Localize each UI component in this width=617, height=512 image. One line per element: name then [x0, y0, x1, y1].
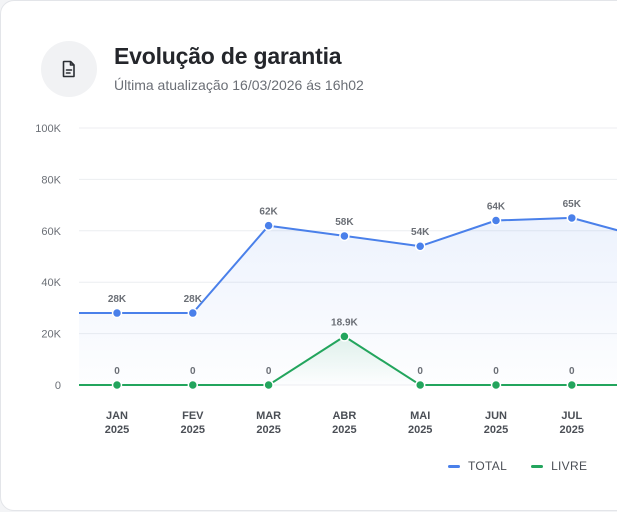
data-label-total: 62K	[259, 207, 278, 218]
legend-label-total: TOTAL	[468, 459, 508, 473]
data-label-livre: 18.9K	[331, 317, 358, 328]
x-tick-year: 2025	[484, 424, 508, 436]
x-tick-year: 2025	[332, 424, 356, 436]
y-tick-label: 0	[55, 380, 61, 392]
data-label-total: 28K	[108, 294, 127, 305]
legend-swatch-total	[448, 464, 460, 468]
y-tick-label: 60K	[41, 226, 61, 238]
y-tick-label: 20K	[41, 329, 61, 341]
data-point-livre	[566, 379, 578, 391]
legend-label-livre: LIVRE	[551, 459, 588, 473]
data-point-livre	[339, 331, 350, 342]
legend-swatch-livre	[531, 464, 544, 468]
data-point-livre	[414, 379, 426, 391]
data-label-livre: 0	[266, 366, 272, 377]
x-tick-month: ABR	[332, 410, 356, 422]
x-tick-month: FEV	[182, 410, 204, 422]
x-tick-month: MAR	[256, 410, 281, 422]
data-point-total	[339, 230, 350, 242]
data-label-livre: 0	[417, 366, 423, 377]
data-label-total: 54K	[411, 227, 430, 238]
x-tick-month: JUL	[561, 410, 582, 422]
data-point-total	[111, 307, 123, 319]
chart-legend: TOTAL LIVRE	[448, 459, 587, 473]
data-point-total	[566, 212, 578, 224]
data-point-total	[263, 220, 274, 231]
document-icon	[62, 60, 75, 78]
data-point-livre	[111, 379, 123, 391]
data-label-total: 28K	[184, 294, 203, 305]
data-point-livre	[187, 379, 199, 391]
series-area-total	[79, 217, 617, 385]
x-tick-year: 2025	[181, 424, 205, 436]
data-point-total	[490, 215, 502, 226]
y-tick-label: 80K	[41, 174, 61, 186]
x-tick-year: 2025	[560, 424, 584, 436]
data-label-livre: 0	[493, 366, 499, 377]
y-tick-label: 40K	[41, 277, 61, 289]
data-point-livre	[263, 379, 274, 391]
data-label-livre: 0	[569, 366, 575, 377]
x-tick-year: 2025	[105, 424, 129, 436]
data-label-total: 65K	[563, 199, 582, 210]
data-point-livre	[490, 379, 502, 391]
last-update-text: Última atualização 16/03/2026 ás 16h02	[114, 77, 364, 93]
x-tick-month: JAN	[106, 410, 128, 422]
data-point-total	[414, 240, 426, 252]
x-tick-year: 2025	[256, 424, 280, 436]
legend-item-livre[interactable]: LIVRE	[531, 459, 587, 473]
page-title: Evolução de garantia	[114, 43, 342, 69]
data-label-livre: 0	[114, 366, 120, 377]
data-label-total: 64K	[487, 202, 506, 213]
data-label-livre: 0	[190, 366, 196, 377]
series-area-livre	[79, 336, 617, 385]
y-tick-label: 100K	[35, 123, 61, 135]
document-icon-container	[41, 41, 97, 97]
legend-item-total[interactable]: TOTAL	[448, 459, 507, 473]
data-point-total	[187, 307, 199, 319]
x-tick-month: JUN	[485, 410, 507, 422]
data-label-total: 58K	[335, 217, 354, 228]
x-tick-month: MAI	[410, 410, 430, 422]
x-tick-year: 2025	[408, 424, 432, 436]
